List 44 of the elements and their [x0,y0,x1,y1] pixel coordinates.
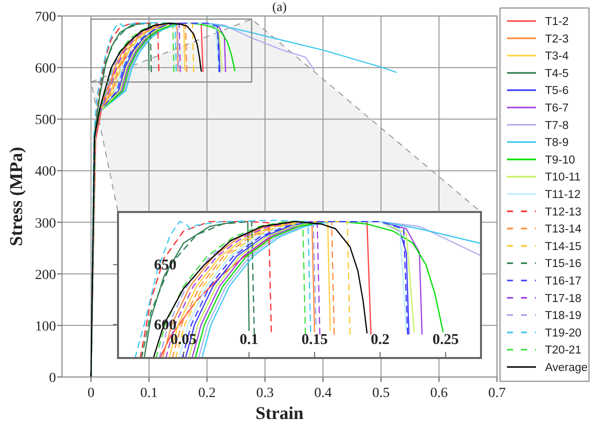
y-tick-label: 600 [35,62,56,77]
y-tick-label: 300 [35,216,56,232]
x-tick-label: 0 [88,386,94,401]
legend-label: T15-16 [545,258,582,270]
x-tick-label: 0.5 [372,386,390,401]
x-tick-label: 0.3 [256,386,274,401]
legend-label: T16-17 [545,276,582,288]
y-tick-label: 500 [35,113,56,128]
legend-label: T18-19 [545,310,582,322]
legend-label: T10-11 [545,172,581,184]
legend-label: T8-9 [545,137,569,150]
legend-label: T5-6 [545,85,569,98]
y-tick-label: 700 [35,10,56,25]
y-tick-label: 100 [35,319,56,334]
y-tick-label: 200 [35,268,56,283]
x-tick-label: 0.4 [314,386,332,401]
legend-label: T4-5 [545,68,569,80]
legend-label: T11-12 [545,189,581,201]
y-tick-label: 400 [35,164,56,180]
legend-label: T1-2 [545,16,569,28]
legend-label: T9-10 [545,154,576,166]
legend-label: T2-3 [545,33,569,46]
x-tick-label: 0.7 [488,386,506,401]
legend-label: T13-14 [545,224,582,236]
legend-label: T6-7 [545,102,569,114]
x-tick-label: 0.2 [370,332,390,348]
chart-title: (a) [272,0,287,14]
legend-label: T20-21 [545,344,582,357]
x-axis-title: Strain [255,403,304,423]
legend-label: T14-15 [545,240,582,253]
legend-label: T17-18 [545,292,582,305]
legend-label: Average [545,362,588,374]
x-tick-label: 0.2 [198,386,216,401]
legend-label: T12-13 [545,206,582,218]
y-tick-label: 0 [49,371,56,386]
x-tick-label: 0.15 [301,332,328,348]
legend-label: T3-4 [545,50,570,63]
legend-label: T19-20 [545,327,582,340]
x-tick-label: 0.6 [430,386,448,401]
y-axis-title: Stress (MPa) [6,146,26,246]
x-tick-label: 0.1 [240,332,258,348]
x-tick-label: 0.1 [140,386,158,401]
x-tick-label: 0.25 [432,332,459,348]
legend-label: T7-8 [545,120,569,132]
